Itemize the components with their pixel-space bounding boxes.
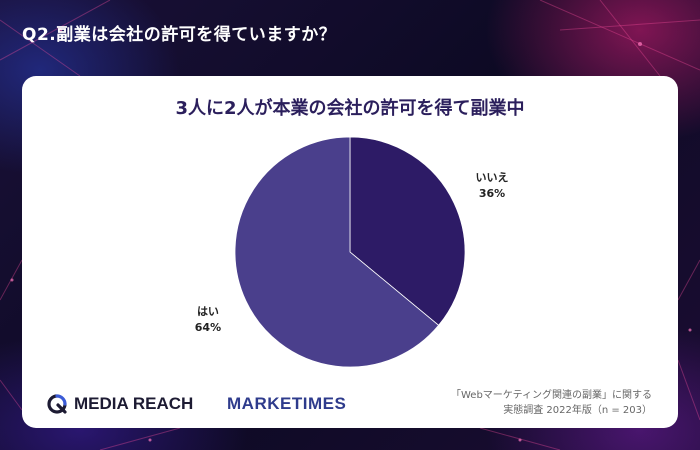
source-line-1: 「Webマーケティング関連の副業」に関する <box>450 390 652 401</box>
page-title: Q2.副業は会社の許可を得ていますか？ <box>22 25 337 45</box>
media-reach-logo-text: MEDIA REACH <box>74 394 194 413</box>
pie-slice-0 <box>349 136 466 326</box>
source-note: 「Webマーケティング関連の副業」に関する 実態調査 2022年版（n = 20… <box>451 388 652 418</box>
chart-card: 3人に2人が本業の会社の許可を得て副業中 いいえ 36% はい 64% MEDIA R… <box>22 76 678 428</box>
pie-slice-value-0: 36% <box>479 187 505 200</box>
pie-chart: いいえ 36% はい 64% <box>195 136 509 368</box>
marketimes-logo-text: MARKETIMES <box>227 394 347 413</box>
chart-title: 3人に2人が本業の会社の許可を得て副業中 <box>175 98 525 119</box>
source-line-2: 実態調査 2022年版（n = 203） <box>503 405 652 416</box>
marketimes-logo: MARKETIMES <box>227 394 346 414</box>
pie-slice-label-0: いいえ <box>476 171 509 184</box>
media-reach-logo-icon <box>47 394 67 414</box>
pie-slice-1 <box>234 136 440 368</box>
pie-slice-label-1: はい <box>197 305 219 318</box>
media-reach-logo: MEDIA REACH <box>46 394 193 414</box>
pie-slice-value-1: 64% <box>195 321 221 334</box>
